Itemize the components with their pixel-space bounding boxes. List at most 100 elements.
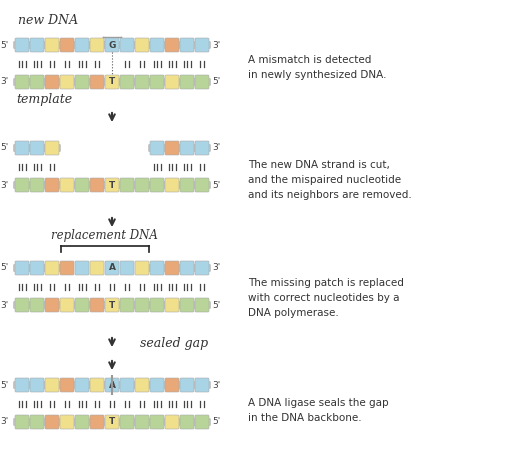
Text: 3': 3' <box>212 144 221 152</box>
FancyBboxPatch shape <box>165 378 179 392</box>
Text: T: T <box>109 418 115 426</box>
FancyBboxPatch shape <box>90 261 104 275</box>
FancyBboxPatch shape <box>180 141 194 155</box>
FancyBboxPatch shape <box>45 298 59 312</box>
Text: A: A <box>108 263 116 273</box>
FancyBboxPatch shape <box>120 378 134 392</box>
FancyBboxPatch shape <box>105 298 119 312</box>
Text: 5': 5' <box>212 301 221 309</box>
FancyBboxPatch shape <box>105 38 119 52</box>
FancyBboxPatch shape <box>75 298 89 312</box>
FancyBboxPatch shape <box>13 418 211 426</box>
FancyBboxPatch shape <box>120 38 134 52</box>
FancyBboxPatch shape <box>60 75 74 89</box>
FancyBboxPatch shape <box>45 378 59 392</box>
FancyBboxPatch shape <box>165 75 179 89</box>
FancyBboxPatch shape <box>120 178 134 192</box>
FancyBboxPatch shape <box>90 415 104 429</box>
FancyBboxPatch shape <box>75 378 89 392</box>
FancyBboxPatch shape <box>165 141 179 155</box>
FancyBboxPatch shape <box>195 415 209 429</box>
FancyBboxPatch shape <box>30 38 44 52</box>
FancyBboxPatch shape <box>13 181 211 189</box>
FancyBboxPatch shape <box>45 141 59 155</box>
Text: A DNA ligase seals the gap
in the DNA backbone.: A DNA ligase seals the gap in the DNA ba… <box>248 398 389 423</box>
FancyBboxPatch shape <box>135 75 149 89</box>
Text: A: A <box>108 381 116 390</box>
FancyBboxPatch shape <box>105 178 119 192</box>
FancyBboxPatch shape <box>15 261 29 275</box>
FancyBboxPatch shape <box>75 415 89 429</box>
Text: 3': 3' <box>1 180 8 190</box>
FancyBboxPatch shape <box>90 378 104 392</box>
FancyBboxPatch shape <box>148 264 211 272</box>
FancyBboxPatch shape <box>165 38 179 52</box>
Text: G: G <box>108 41 116 49</box>
FancyBboxPatch shape <box>60 178 74 192</box>
FancyBboxPatch shape <box>195 261 209 275</box>
FancyBboxPatch shape <box>90 298 104 312</box>
FancyBboxPatch shape <box>120 261 134 275</box>
FancyBboxPatch shape <box>60 415 74 429</box>
FancyBboxPatch shape <box>45 75 59 89</box>
FancyBboxPatch shape <box>75 75 89 89</box>
FancyBboxPatch shape <box>150 261 164 275</box>
Text: T: T <box>109 180 115 190</box>
FancyBboxPatch shape <box>180 38 194 52</box>
FancyBboxPatch shape <box>195 75 209 89</box>
FancyBboxPatch shape <box>195 298 209 312</box>
FancyBboxPatch shape <box>105 415 119 429</box>
FancyBboxPatch shape <box>150 415 164 429</box>
FancyBboxPatch shape <box>60 298 74 312</box>
FancyBboxPatch shape <box>45 415 59 429</box>
Text: The new DNA strand is cut,
and the mispaired nucleotide
and its neighbors are re: The new DNA strand is cut, and the mispa… <box>248 160 412 199</box>
FancyBboxPatch shape <box>15 178 29 192</box>
FancyBboxPatch shape <box>180 298 194 312</box>
FancyBboxPatch shape <box>15 75 29 89</box>
FancyBboxPatch shape <box>195 178 209 192</box>
FancyBboxPatch shape <box>195 141 209 155</box>
FancyBboxPatch shape <box>13 41 211 49</box>
FancyBboxPatch shape <box>195 38 209 52</box>
FancyBboxPatch shape <box>30 141 44 155</box>
Text: 5': 5' <box>212 180 221 190</box>
Text: template: template <box>16 94 72 107</box>
Text: 5': 5' <box>1 263 8 273</box>
FancyBboxPatch shape <box>180 415 194 429</box>
FancyBboxPatch shape <box>30 178 44 192</box>
FancyBboxPatch shape <box>180 75 194 89</box>
Text: 5': 5' <box>1 144 8 152</box>
FancyBboxPatch shape <box>13 381 211 389</box>
FancyBboxPatch shape <box>45 261 59 275</box>
FancyBboxPatch shape <box>90 75 104 89</box>
FancyBboxPatch shape <box>30 75 44 89</box>
FancyBboxPatch shape <box>75 261 89 275</box>
Text: new DNA: new DNA <box>18 14 78 27</box>
Text: 5': 5' <box>212 77 221 87</box>
FancyBboxPatch shape <box>90 38 104 52</box>
FancyBboxPatch shape <box>135 378 149 392</box>
FancyBboxPatch shape <box>30 261 44 275</box>
FancyBboxPatch shape <box>13 264 61 272</box>
FancyBboxPatch shape <box>60 261 74 275</box>
FancyBboxPatch shape <box>120 415 134 429</box>
Text: T: T <box>109 77 115 87</box>
FancyBboxPatch shape <box>150 178 164 192</box>
FancyBboxPatch shape <box>105 75 119 89</box>
FancyBboxPatch shape <box>150 378 164 392</box>
FancyBboxPatch shape <box>13 78 211 86</box>
FancyBboxPatch shape <box>150 75 164 89</box>
FancyBboxPatch shape <box>30 415 44 429</box>
FancyBboxPatch shape <box>45 178 59 192</box>
Text: 5': 5' <box>1 41 8 49</box>
FancyBboxPatch shape <box>120 75 134 89</box>
Text: 3': 3' <box>1 77 8 87</box>
FancyBboxPatch shape <box>15 378 29 392</box>
Text: replacement DNA: replacement DNA <box>51 229 158 242</box>
FancyBboxPatch shape <box>105 261 119 275</box>
Text: 3': 3' <box>1 301 8 309</box>
FancyBboxPatch shape <box>165 298 179 312</box>
Text: 3': 3' <box>212 263 221 273</box>
FancyBboxPatch shape <box>15 298 29 312</box>
FancyBboxPatch shape <box>135 38 149 52</box>
